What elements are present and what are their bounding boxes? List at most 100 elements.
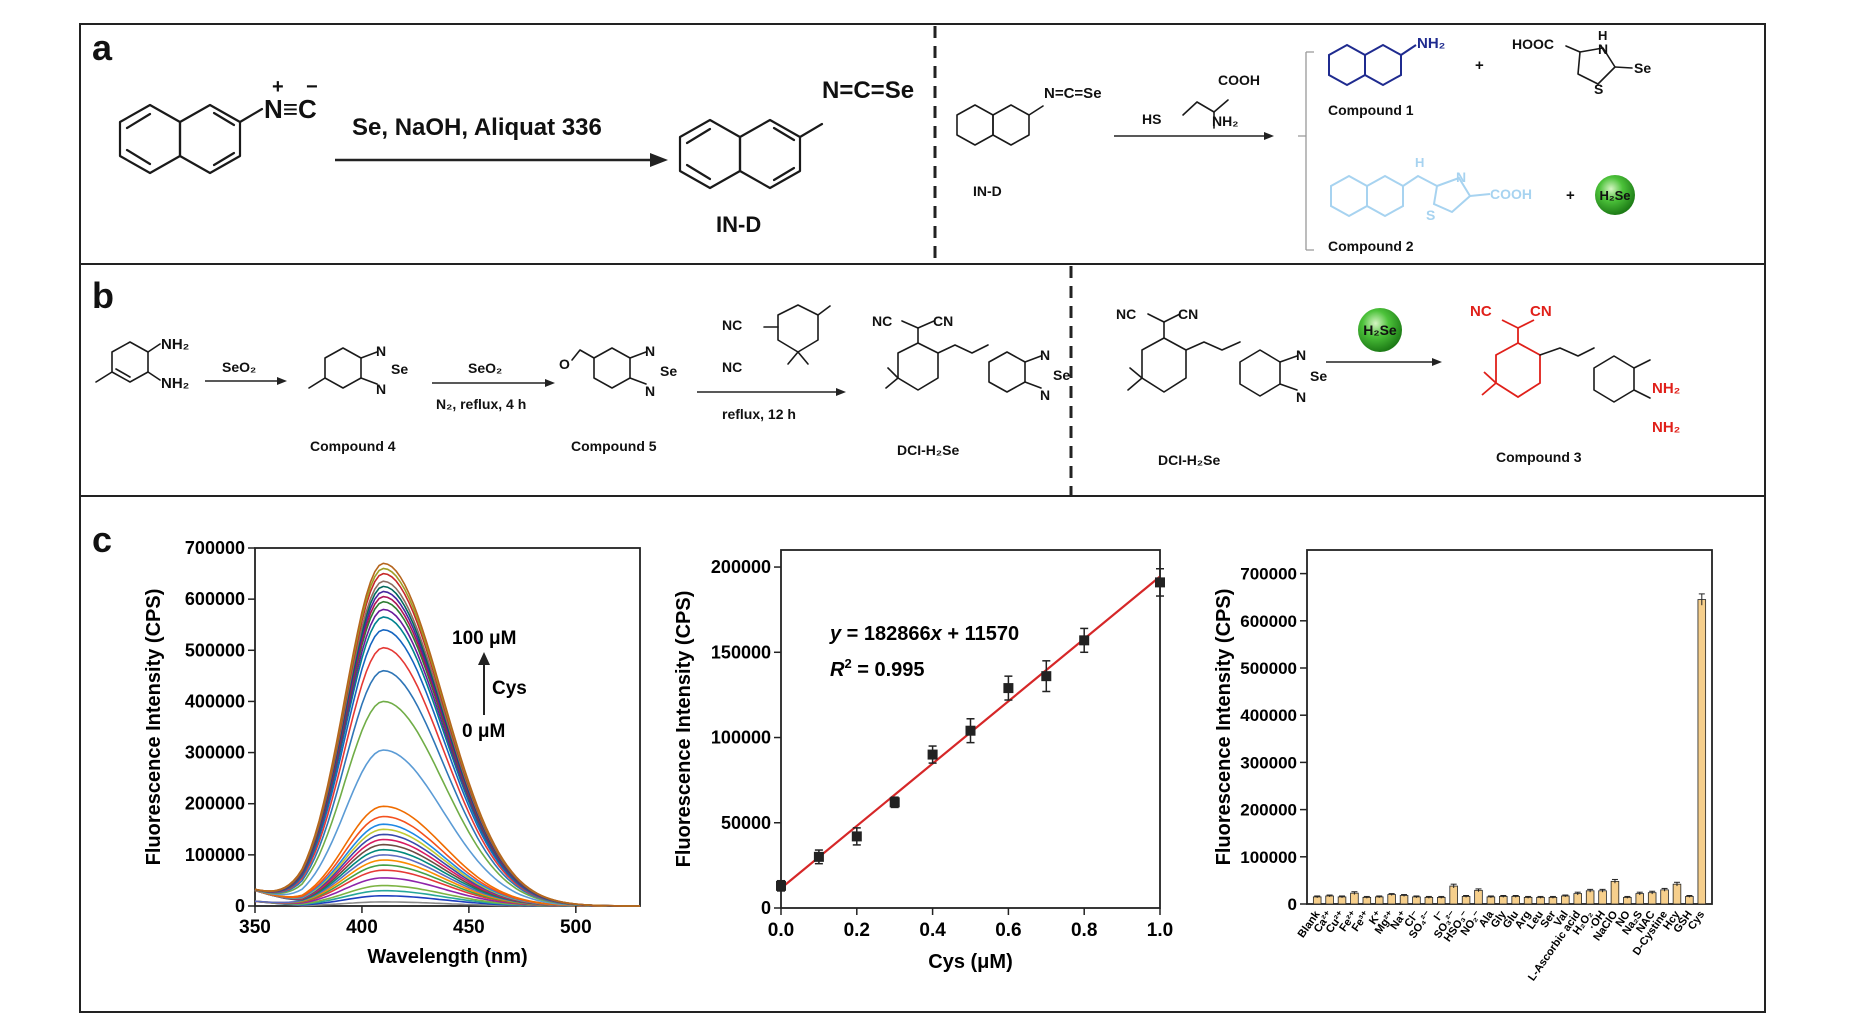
bar bbox=[1337, 896, 1347, 905]
bar bbox=[1461, 896, 1471, 905]
y-tick-label: 400000 bbox=[1240, 706, 1297, 725]
bar bbox=[1635, 893, 1645, 905]
calibration-chart: 0.0 0.2 0.4 0.6 0.8 1.0 0 50000 100000 150000 2000… bbox=[673, 549, 1173, 973]
cys-nh2: NH₂ bbox=[1212, 113, 1238, 129]
x-axis-label: Cys (μM) bbox=[928, 951, 1012, 973]
h2se-label-b: H₂Se bbox=[1363, 322, 1397, 338]
data-point bbox=[965, 725, 976, 736]
reagent-nc-top: NC bbox=[722, 317, 742, 333]
sm-nh2-top: NH₂ bbox=[161, 336, 189, 353]
fit-equation: y = 182866x + 11570 bbox=[829, 623, 1019, 645]
bar bbox=[1697, 599, 1707, 905]
panel-b-letter: b bbox=[92, 275, 114, 316]
bar bbox=[1685, 896, 1694, 905]
panel-b: b NH₂ NH₂ SeO₂ N Se N Compound 4 SeO₂ N₂… bbox=[92, 275, 1680, 468]
dci2-n-top: N bbox=[1296, 347, 1306, 363]
plus-charge: + bbox=[272, 76, 284, 98]
x-tick-label: 0.4 bbox=[919, 920, 946, 941]
compound-5-structure bbox=[571, 347, 647, 389]
naphthyl-isocyanide bbox=[118, 103, 264, 175]
dci-cn: CN bbox=[933, 313, 953, 329]
compound-5-label: Compound 5 bbox=[571, 438, 657, 454]
bar bbox=[1623, 896, 1632, 905]
bar bbox=[1325, 895, 1334, 905]
spectrum-line bbox=[254, 562, 640, 907]
y-tick-label: 50000 bbox=[721, 813, 771, 833]
emission-spectra-chart: 350 400 450 500 0 100000 200000 300000 400000 500… bbox=[143, 538, 641, 968]
h2se-sphere-b bbox=[1358, 308, 1402, 352]
bar bbox=[1449, 885, 1458, 905]
compound-5-n-bottom: N bbox=[645, 383, 655, 399]
byproduct-h: H bbox=[1598, 28, 1607, 43]
bar bbox=[1523, 896, 1533, 905]
y-tick-label: 0 bbox=[761, 898, 771, 918]
compound-3-label: Compound 3 bbox=[1496, 449, 1582, 465]
in-d-isoselenocyanate: N=C=Se bbox=[822, 77, 914, 104]
dci2-se: Se bbox=[1310, 368, 1327, 384]
x-tick-label: 400 bbox=[346, 917, 378, 938]
data-point bbox=[1003, 683, 1014, 694]
compound-2-structure bbox=[1330, 174, 1491, 218]
compound-4-se: Se bbox=[391, 361, 408, 377]
compound-3-nh2-top: NH₂ bbox=[1652, 380, 1680, 397]
step2-conditions: N₂, reflux, 4 h bbox=[436, 396, 526, 412]
compound-1-nh2: NH₂ bbox=[1417, 35, 1445, 52]
plot-frame bbox=[1306, 549, 1713, 905]
y-tick-label: 300000 bbox=[1240, 753, 1297, 772]
step1-reagent: SeO₂ bbox=[222, 359, 256, 375]
y-axis-label: Fluorescence Intensity (CPS) bbox=[143, 589, 165, 866]
compound-1-structure bbox=[1328, 43, 1417, 87]
y-tick-label: 100000 bbox=[1240, 848, 1297, 867]
reagent-nc-bottom: NC bbox=[722, 359, 742, 375]
x-tick-label: 0.2 bbox=[844, 920, 870, 941]
cys-hs: HS bbox=[1142, 111, 1161, 127]
compound-2-h: H bbox=[1415, 155, 1424, 170]
dci-label: DCI-H₂Se bbox=[897, 442, 959, 458]
compound-4-n-bottom: N bbox=[376, 381, 386, 397]
isocyanide-group: N≡C bbox=[264, 94, 317, 124]
y-tick-label: 100000 bbox=[185, 845, 245, 865]
bar bbox=[1399, 895, 1409, 905]
y-axis-label: Fluorescence Intensity (CPS) bbox=[1213, 589, 1235, 866]
byproduct-n: N bbox=[1598, 41, 1608, 57]
in-d-small-atoms: N=C=Se bbox=[1044, 85, 1102, 102]
data-point bbox=[889, 797, 900, 808]
spectrum-line bbox=[254, 628, 640, 907]
minus-charge: − bbox=[306, 76, 318, 98]
compound-5-se: Se bbox=[660, 363, 677, 379]
compound-5-o: O bbox=[559, 356, 570, 372]
bar bbox=[1660, 889, 1669, 905]
compound-3-nc: NC bbox=[1470, 303, 1492, 320]
compound-4-label: Compound 4 bbox=[310, 438, 396, 454]
selectivity-chart: BlankCa²⁺Cu²⁺Fe²⁺Fe³⁺K⁺Mg²⁺Na⁺Cl⁻SO₄²⁻I⁻… bbox=[1213, 549, 1713, 983]
compound-3-cn: CN bbox=[1530, 303, 1552, 320]
x-tick-label: 0.6 bbox=[995, 920, 1021, 941]
bar bbox=[1585, 890, 1595, 905]
data-point bbox=[927, 749, 938, 760]
y-tick-label: 0 bbox=[235, 896, 245, 916]
x-tick-label: 350 bbox=[239, 917, 271, 938]
diamine-start bbox=[95, 341, 161, 383]
step2-reagent: SeO₂ bbox=[468, 360, 502, 376]
y-tick-label: 400000 bbox=[185, 691, 245, 711]
arrowhead-a bbox=[650, 153, 668, 167]
bar bbox=[1437, 896, 1446, 905]
arrowhead-b3 bbox=[836, 388, 846, 396]
y-tick-label: 300000 bbox=[185, 743, 245, 763]
arrowhead-b1 bbox=[277, 377, 287, 385]
in-d-structure bbox=[678, 118, 824, 190]
bar bbox=[1474, 889, 1483, 905]
reagents-a: Se, NaOH, Aliquat 336 bbox=[352, 114, 602, 141]
isophorone-reagent bbox=[763, 304, 831, 365]
dci2-n-bottom: N bbox=[1296, 389, 1306, 405]
byproduct-hooc: HOOC bbox=[1512, 36, 1554, 52]
plus-sign-2: + bbox=[1566, 187, 1575, 204]
y-tick-label: 100000 bbox=[711, 728, 771, 748]
sm-nh2-bottom: NH₂ bbox=[161, 375, 189, 392]
in-d-label: IN-D bbox=[716, 212, 761, 237]
compound-2-s: S bbox=[1426, 207, 1435, 223]
in-d-small bbox=[956, 104, 1044, 146]
bar bbox=[1362, 896, 1372, 905]
arrowhead-a2 bbox=[1264, 132, 1274, 140]
